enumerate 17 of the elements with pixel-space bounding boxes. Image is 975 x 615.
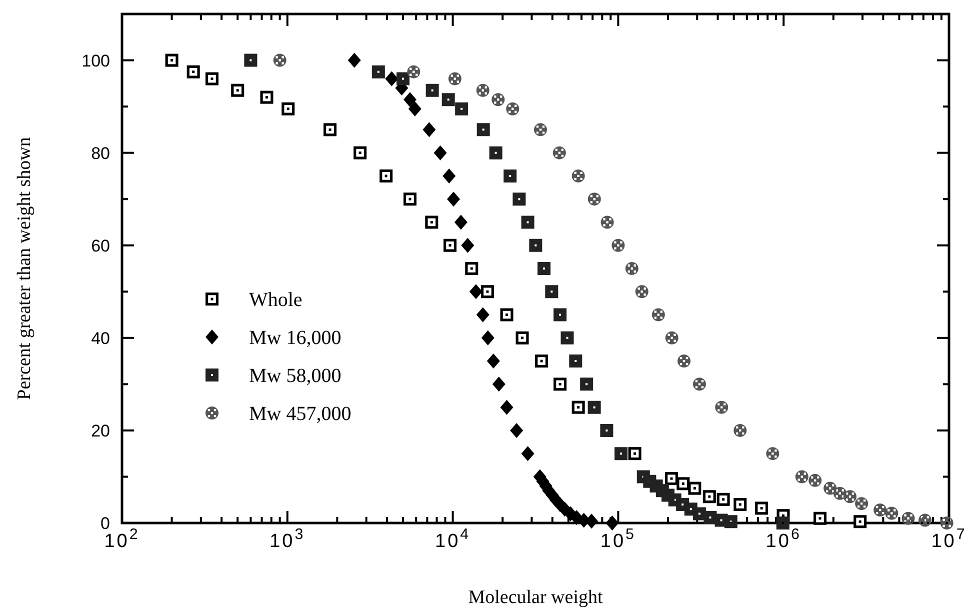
y-tick-label: 20	[91, 421, 110, 440]
y-tick-label: 100	[82, 51, 110, 70]
y-tick-label: 40	[91, 328, 110, 348]
legend-label: Mw 58,000	[249, 365, 342, 388]
legend-label: Mw 16,000	[249, 327, 342, 350]
x-tick-label: 10$^{3}$	[270, 526, 306, 552]
x-tick-label: 10$^{7}$	[931, 526, 967, 552]
legend-label: Whole	[249, 289, 302, 312]
y-tick-label: 80	[91, 144, 110, 163]
y-axis-title: Percent greater than weight shown	[14, 136, 35, 400]
y-tick-label: 60	[91, 236, 110, 256]
x-axis-title: Molecular weight	[468, 587, 604, 608]
x-tick-label: 10$^{4}$	[435, 526, 471, 552]
x-tick-label: 10$^{5}$	[600, 526, 636, 552]
x-tick-label: 10$^{6}$	[766, 526, 802, 552]
legend-label: Mw 457,000	[249, 403, 352, 426]
y-tick-label: 0	[100, 514, 110, 533]
